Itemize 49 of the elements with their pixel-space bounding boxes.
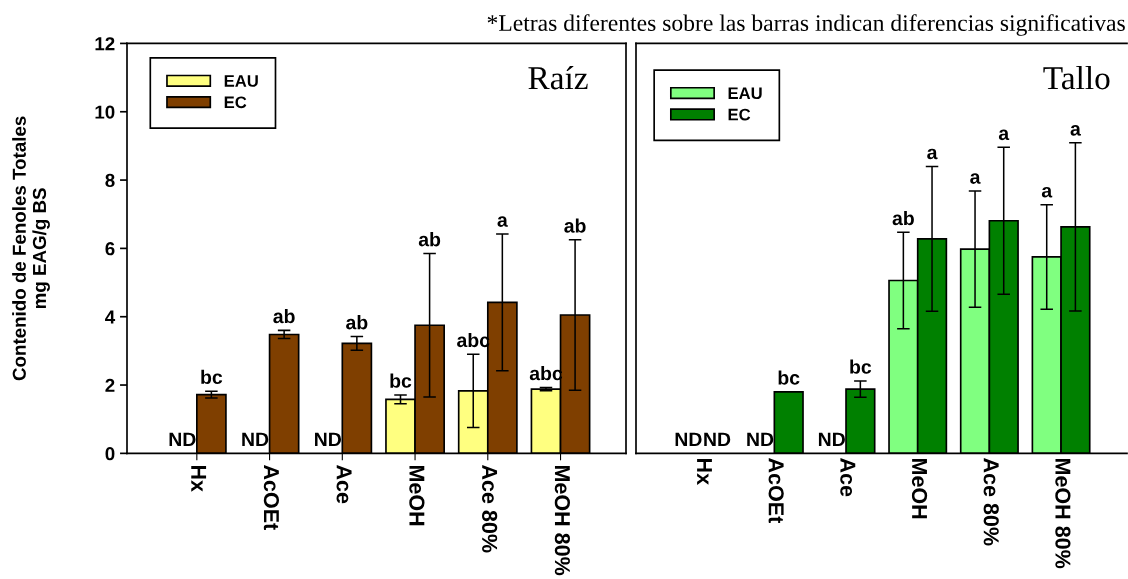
text: ND [242,432,269,447]
annotation: ab [564,218,586,233]
text: *Letras diferentes sobre las barras indican diferencias significativas [487,14,1125,36]
y-tick-label: 10 [95,105,115,119]
text: ND [675,432,702,447]
y-tick-label: 6 [105,242,115,256]
x-tick-label: MeOH 80% [554,465,570,576]
legend-label: EAU [728,87,762,100]
annotation: a [998,129,1010,141]
annotation: bc [201,369,223,385]
x-tick-label: Hx [697,458,712,485]
annotation: a [970,173,981,184]
text: Raíz [528,65,588,90]
y-tick-label: 4 [105,310,116,324]
text: ND [818,432,845,447]
annotation: a [497,216,508,227]
x-tick-label: MeOH 80% [1055,458,1071,569]
legend-label: EC [224,96,247,109]
annotation: a [1041,186,1053,198]
text: ND [315,432,341,447]
x-tick-label: Ace [840,458,856,497]
y-tick-label: 0 [105,447,115,461]
y-tick-label: 2 [105,378,115,392]
x-tick-label: Ace 80% [482,465,498,553]
x-tick-label: MeOH [911,458,928,519]
text: Tallo [1043,65,1110,90]
x-tick-label: Hx [191,465,207,492]
legend-label: EC [728,108,751,121]
y-axis-title: Contenido de Fenoles Totales mg EAG/g BS [12,116,50,381]
text: ND [704,432,731,447]
x-tick-label: MeOH [409,465,425,526]
y-tick-label: 12 [95,37,115,51]
legend-label: EAU [224,75,258,87]
text: ND [747,432,774,447]
annotation: ab [346,315,368,330]
annotation: ab [273,308,295,324]
annotation: ab [892,210,914,226]
text: ND [169,432,196,447]
x-tick-label: AcOEt [263,465,280,530]
x-tick-label: Ace 80% [983,458,999,546]
annotation: bc [850,359,872,374]
x-tick-label: AcOEt [768,458,784,524]
annotation: a [1070,125,1081,136]
annotation: bc [390,373,412,388]
y-tick-label: 8 [105,173,115,188]
annotation: ab [418,232,441,247]
x-tick-label: Ace [336,465,352,504]
annotation: a [927,148,938,160]
annotation: bc [778,370,800,385]
